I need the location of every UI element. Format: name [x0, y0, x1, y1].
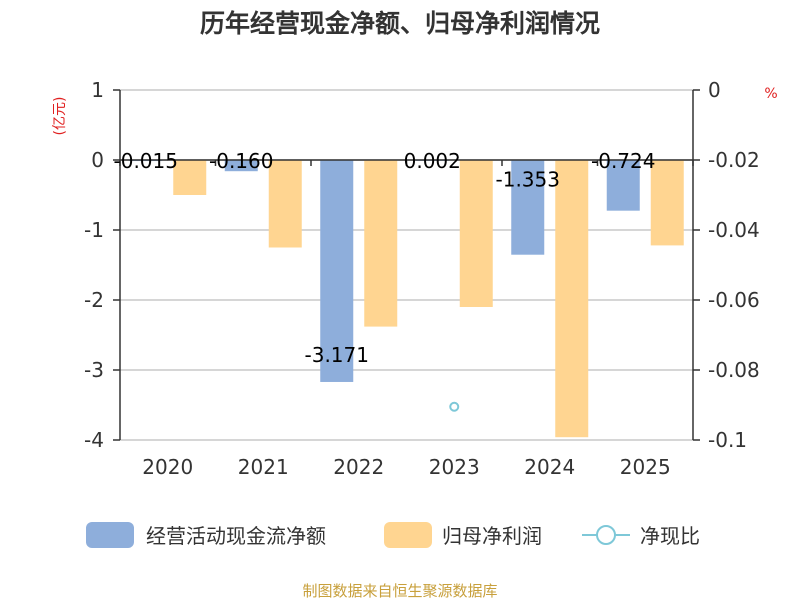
axes: 1 0 -1 -2 -3 -4 0 -0.02 -0.04 -0.06 -0.08 -0.1 2020 2… — [84, 78, 760, 479]
left-tick-label: -1 — [84, 218, 104, 242]
right-tick-label: -0.08 — [708, 358, 760, 382]
data-label: -3.171 — [305, 343, 369, 367]
grid — [120, 89, 693, 441]
bar-cashflow[interactable] — [320, 160, 354, 382]
bar-cashflow[interactable] — [224, 160, 258, 172]
x-tick-label: 2021 — [238, 455, 289, 479]
bar-net-profit[interactable] — [650, 160, 684, 246]
legend-swatch[interactable] — [86, 522, 134, 548]
bar-net-profit[interactable] — [555, 160, 589, 438]
bar-net-profit[interactable] — [268, 160, 302, 248]
right-tick-label: -0.1 — [708, 428, 747, 452]
bars — [129, 159, 684, 438]
scatter-point[interactable] — [449, 401, 460, 412]
left-axis-unit: (亿元) — [52, 97, 68, 136]
bar-cashflow[interactable] — [511, 160, 545, 255]
x-tick-label: 2023 — [429, 455, 480, 479]
bar-cashflow[interactable] — [606, 160, 640, 211]
data-label: 0.002 — [404, 149, 461, 173]
legend-swatch-marker[interactable] — [596, 525, 616, 545]
data-label: -0.160 — [209, 149, 273, 173]
legend-label[interactable]: 经营活动现金流净额 — [146, 524, 326, 548]
chart-title: 历年经营现金净额、归母净利润情况 — [200, 9, 600, 38]
x-tick-label: 2025 — [620, 455, 671, 479]
x-tick-label: 2020 — [142, 455, 193, 479]
legend-label[interactable]: 归母净利润 — [442, 524, 542, 548]
data-labels: -0.015 -0.160 -3.171 0.002 -1.353 -0.724 — [114, 149, 656, 367]
right-axis-unit: % — [764, 86, 777, 102]
x-tick-label: 2022 — [333, 455, 384, 479]
legend-swatch[interactable] — [384, 522, 432, 548]
x-tick-label: 2024 — [524, 455, 575, 479]
bar-net-profit[interactable] — [459, 160, 493, 307]
left-tick-label: -3 — [84, 358, 104, 382]
data-label: -1.353 — [496, 168, 560, 192]
left-tick-label: -2 — [84, 288, 104, 312]
right-tick-label: -0.06 — [708, 288, 760, 312]
right-tick-label: -0.04 — [708, 218, 760, 242]
legend-label[interactable]: 净现比 — [640, 524, 700, 548]
bar-net-profit[interactable] — [364, 160, 398, 327]
right-tick-label: 0 — [708, 78, 721, 102]
bar-net-profit[interactable] — [173, 160, 207, 195]
data-label: -0.015 — [114, 149, 178, 173]
left-tick-label: 1 — [91, 78, 104, 102]
legend[interactable]: 经营活动现金流净额 归母净利润 净现比 — [86, 522, 700, 548]
data-label: -0.724 — [591, 149, 655, 173]
left-tick-label: 0 — [91, 148, 104, 172]
source-note: 制图数据来自恒生聚源数据库 — [302, 582, 497, 600]
left-tick-label: -4 — [84, 428, 104, 452]
right-tick-label: -0.02 — [708, 148, 760, 172]
